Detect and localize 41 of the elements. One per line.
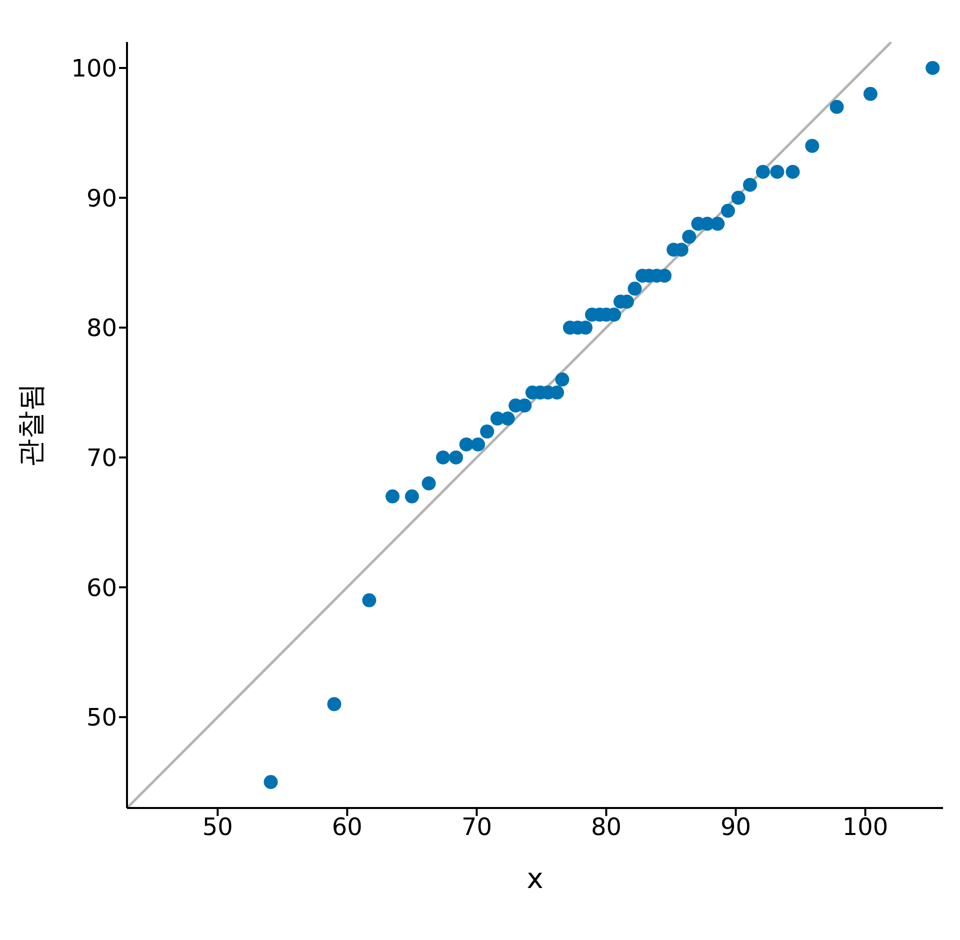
point bbox=[327, 697, 342, 712]
x-tick-label: 60 bbox=[332, 813, 362, 842]
y-tick-label: 50 bbox=[86, 704, 117, 732]
point bbox=[480, 424, 494, 438]
point bbox=[471, 437, 486, 452]
y-tick-label: 90 bbox=[86, 184, 117, 212]
point bbox=[786, 164, 800, 179]
x-axis-title: x bbox=[526, 862, 544, 895]
y-tick-label: 60 bbox=[86, 574, 117, 602]
point bbox=[770, 164, 784, 179]
point bbox=[720, 204, 735, 218]
y-axis-title: 관찰됨 bbox=[14, 383, 47, 467]
x-tick-label: 70 bbox=[461, 813, 492, 842]
point bbox=[926, 60, 940, 75]
x-tick-label: 100 bbox=[842, 813, 888, 842]
point bbox=[830, 100, 844, 114]
point bbox=[731, 190, 746, 205]
point bbox=[743, 178, 758, 192]
point bbox=[448, 450, 463, 464]
point bbox=[710, 216, 725, 231]
y-tick-label: 80 bbox=[86, 314, 117, 342]
point bbox=[500, 412, 515, 426]
x-tick-label: 90 bbox=[720, 813, 752, 842]
point bbox=[555, 372, 570, 387]
point bbox=[756, 164, 770, 179]
point bbox=[550, 386, 564, 400]
point bbox=[362, 593, 376, 608]
point bbox=[628, 282, 642, 296]
point bbox=[404, 489, 419, 504]
x-tick-label: 50 bbox=[202, 813, 233, 842]
point bbox=[436, 450, 450, 464]
x-tick-label: 80 bbox=[590, 813, 622, 842]
point bbox=[805, 138, 820, 153]
y-tick-label: 100 bbox=[71, 54, 117, 82]
point bbox=[459, 437, 474, 452]
point bbox=[386, 489, 400, 504]
point bbox=[264, 775, 278, 790]
point bbox=[682, 230, 696, 244]
point bbox=[863, 86, 878, 101]
point bbox=[422, 476, 436, 490]
y-tick-label: 70 bbox=[86, 444, 117, 472]
